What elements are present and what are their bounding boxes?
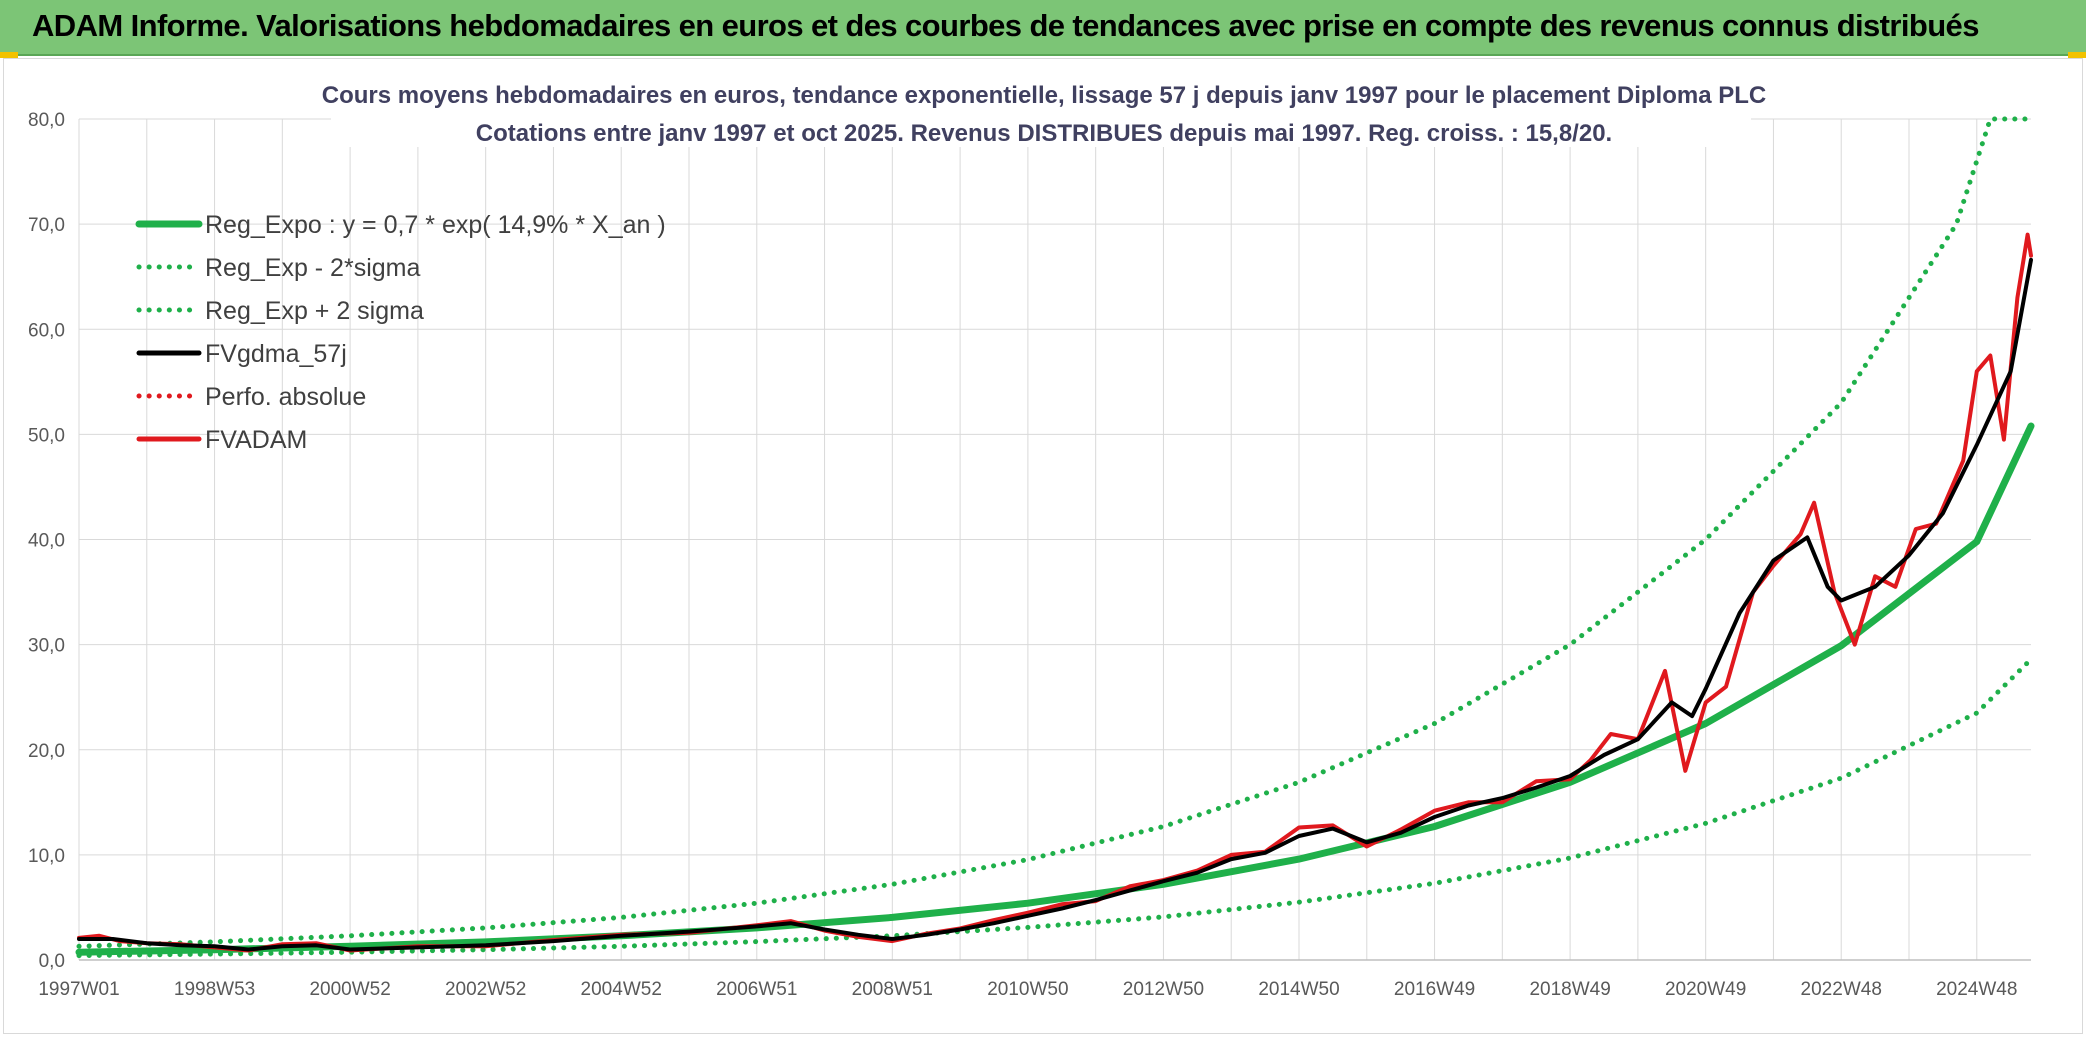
y-tick-label: 70,0 (28, 215, 65, 236)
y-tick-label: 50,0 (28, 425, 65, 446)
x-tick-label: 1998W53 (174, 979, 255, 1000)
x-tick-label: 2004W52 (581, 979, 662, 1000)
y-tick-label: 20,0 (28, 741, 65, 762)
series-line-2 (76, 116, 2034, 949)
chart-title: Cours moyens hebdomadaires en euros, ten… (322, 82, 1766, 109)
x-tick-label: 2016W49 (1394, 979, 1475, 1000)
series-line-5 (77, 232, 2033, 953)
x-tick-label: 2020W49 (1665, 979, 1746, 1000)
legend: Reg_Expo : y = 0,7 * exp( 14,9% * X_an )… (135, 211, 666, 454)
y-tick-label: 60,0 (28, 320, 65, 341)
legend-label: Perfo. absolue (205, 383, 366, 411)
banner-title: ADAM Informe. Valorisations hebdomadaire… (32, 8, 1979, 43)
grid (78, 118, 2031, 961)
axes: 0,0 10,0 20,0 30,0 40,0 50,0 60,0 70,0 80,0 1997W… (28, 110, 2031, 1000)
chart-titles: Cours moyens hebdomadaires en euros, ten… (322, 65, 1766, 147)
legend-label: Reg_Exp + 2 sigma (205, 297, 424, 325)
y-tick-label: 0,0 (39, 951, 65, 972)
series-group (75, 116, 2035, 959)
series-line-0 (75, 422, 2035, 956)
corner-mark-right (2068, 52, 2086, 58)
chart: 0,0 10,0 20,0 30,0 40,0 50,0 60,0 70,0 80,0 1997W… (28, 65, 2035, 1000)
chart-subtitle: Cotations entre janv 1997 et oct 2025. R… (476, 120, 1612, 147)
y-tick-label: 30,0 (28, 636, 65, 657)
legend-label: FVgdma_57j (205, 340, 347, 368)
x-tick-label: 2000W52 (309, 979, 390, 1000)
x-tick-label: 2006W51 (716, 979, 797, 1000)
corner-mark-left (0, 52, 18, 58)
legend-label: Reg_Expo : y = 0,7 * exp( 14,9% * X_an ) (205, 211, 666, 239)
x-tick-label: 2024W48 (1936, 979, 2017, 1000)
x-tick-label: 2012W50 (1123, 979, 1204, 1000)
x-tick-label: 1997W01 (38, 979, 119, 1000)
x-tick-label: 2002W52 (445, 979, 526, 1000)
x-tick-label: 2010W50 (987, 979, 1068, 1000)
x-tick-label: 2008W51 (852, 979, 933, 1000)
series-line-1 (76, 656, 2034, 959)
banner: ADAM Informe. Valorisations hebdomadaire… (0, 0, 2086, 56)
legend-label: Reg_Exp - 2*sigma (205, 254, 420, 282)
series-line-3 (77, 257, 2033, 952)
y-tick-label: 10,0 (28, 846, 65, 867)
x-tick-label: 2018W49 (1529, 979, 1610, 1000)
y-tick-label: 40,0 (28, 531, 65, 552)
x-tick-label: 2022W48 (1801, 979, 1882, 1000)
x-tick-label: 2014W50 (1258, 979, 1339, 1000)
chart-frame: 0,0 10,0 20,0 30,0 40,0 50,0 60,0 70,0 80,0 1997W… (3, 58, 2083, 1034)
legend-label: FVADAM (205, 426, 307, 454)
title-background (331, 65, 1751, 147)
y-tick-label: 80,0 (28, 110, 65, 131)
